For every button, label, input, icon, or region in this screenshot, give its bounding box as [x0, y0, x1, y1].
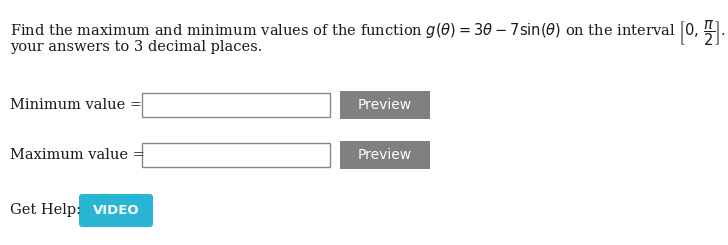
FancyBboxPatch shape [79, 194, 153, 227]
Text: Get Help:: Get Help: [10, 203, 81, 217]
Text: Preview: Preview [358, 98, 412, 112]
Bar [340, 141, 430, 169]
Text: Find the maximum and minimum values of the function $g(\theta) = 3\theta - 7\sin: Find the maximum and minimum values of t… [10, 18, 728, 48]
Bar [340, 91, 430, 119]
Text: Minimum value =: Minimum value = [10, 98, 142, 112]
Text: your answers to 3 decimal places.: your answers to 3 decimal places. [10, 40, 262, 54]
Text: Preview: Preview [358, 148, 412, 162]
Bar [142, 143, 330, 167]
Text: Maximum value =: Maximum value = [10, 148, 145, 162]
Bar [142, 93, 330, 117]
Text: VIDEO: VIDEO [92, 204, 139, 217]
